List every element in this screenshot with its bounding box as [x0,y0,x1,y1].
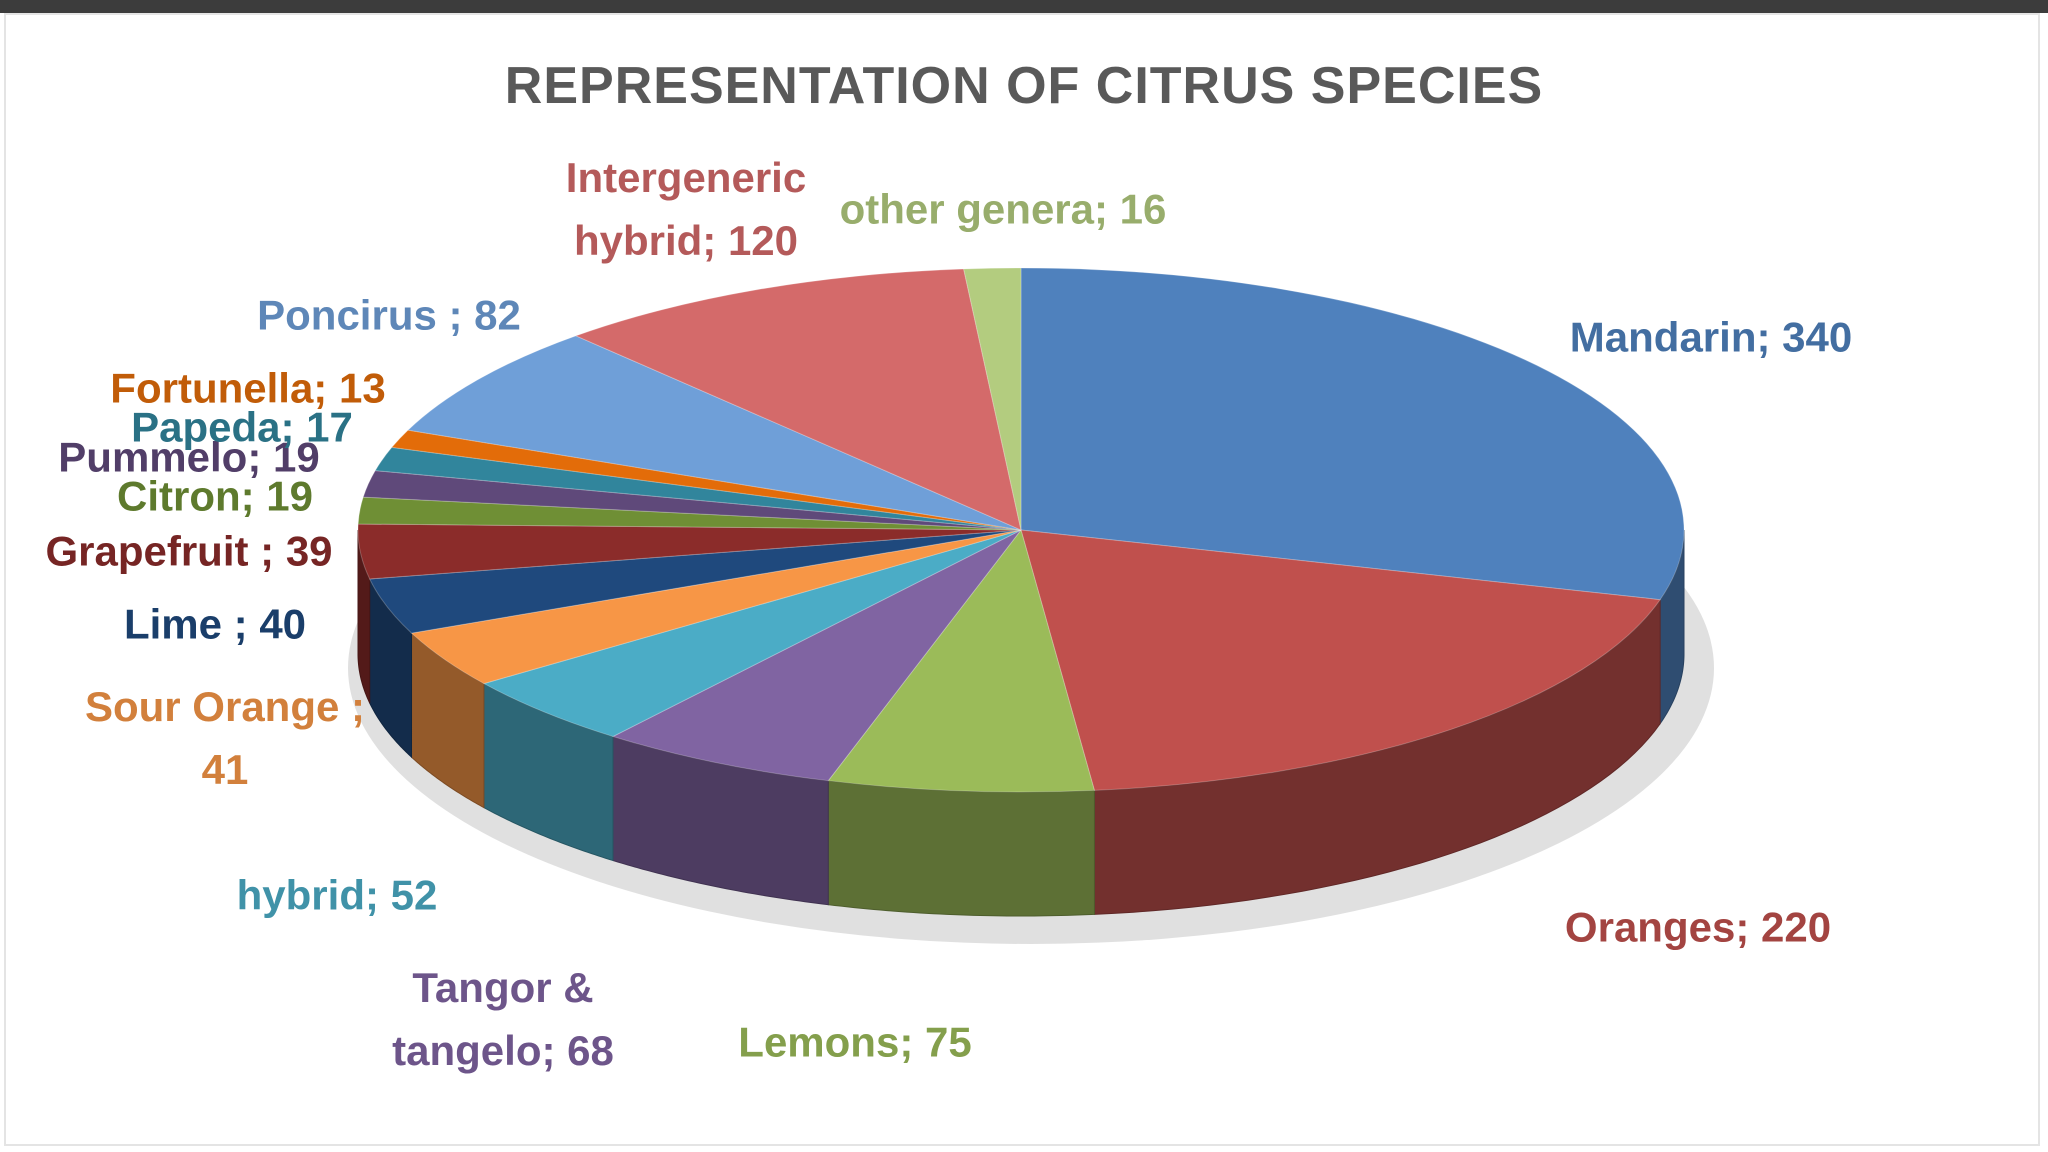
top-bar [0,0,2048,13]
slice [827,528,1096,793]
slice [362,470,1022,531]
data-label: Tangor & tangelo; 68 [392,964,614,1074]
data-label: Oranges; 220 [1564,903,1832,951]
slice [611,529,1022,782]
slice [574,268,1022,531]
data-label: Papeda; 17 [131,403,353,451]
slice [374,446,1022,531]
slice [963,267,1022,531]
chart-title: REPRESENTATION OF CITRUS SPECIES [504,57,1544,115]
data-label: Fortunella; 13 [110,364,386,412]
slice-side [827,780,1095,917]
slice [390,429,1022,531]
data-label: Pummelo; 19 [58,433,320,481]
data-label: Lemons; 75 [738,1018,972,1066]
data-label: Citron; 19 [116,472,314,520]
slice [1020,529,1662,791]
data-label: Poncirus ; 82 [257,291,521,339]
slice [368,529,1022,634]
data-label: hybrid; 52 [236,871,438,919]
slice [482,529,1022,738]
slice [410,529,1022,685]
slice [357,496,1022,531]
slice [406,335,1022,531]
slice [1020,267,1685,601]
frame [4,13,2040,1146]
data-label: Grapefruit ; 39 [45,527,333,575]
slice [357,523,1022,580]
data-label: Mandarin; 340 [1569,313,1853,361]
data-label: Sour Orange ; 41 [84,683,366,793]
data-label: other genera; 16 [839,185,1167,233]
data-label: Intergeneric hybrid; 120 [565,154,807,264]
data-label: Lime ; 40 [123,600,307,648]
